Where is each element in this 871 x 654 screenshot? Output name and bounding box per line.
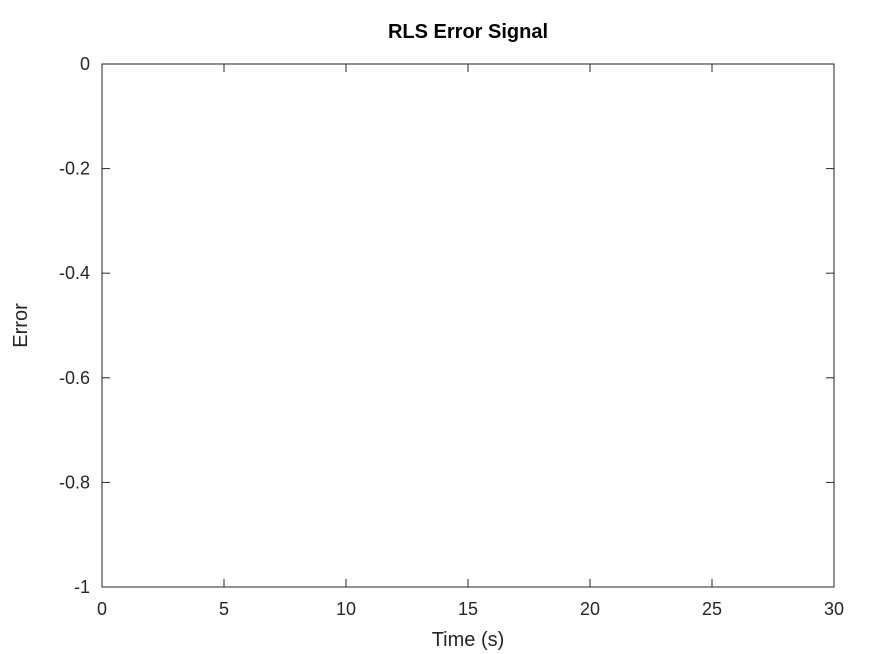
- chart-title: RLS Error Signal: [388, 21, 548, 43]
- x-axis-ticks: 0 5 10 15 20 25 30: [97, 64, 844, 619]
- x-tick-label: 10: [336, 599, 356, 619]
- x-tick-label: 20: [580, 599, 600, 619]
- y-tick-label: 0: [80, 54, 90, 74]
- y-axis-ticks: 0 -0.2 -0.4 -0.6 -0.8 -1: [59, 54, 834, 597]
- axes-box: [101, 63, 835, 588]
- x-tick-label: 0: [97, 599, 107, 619]
- x-tick-label: 25: [702, 599, 722, 619]
- x-tick-label: 15: [458, 599, 478, 619]
- y-tick-label: -1: [74, 577, 90, 597]
- y-tick-label: -0.6: [59, 368, 90, 388]
- x-axis-label: Time (s): [432, 629, 505, 651]
- y-tick-label: -0.4: [59, 263, 90, 283]
- y-tick-label: -0.8: [59, 472, 90, 492]
- x-tick-label: 5: [219, 599, 229, 619]
- y-tick-label: -0.2: [59, 159, 90, 179]
- x-tick-label: 30: [824, 599, 844, 619]
- y-axis-label: Error: [10, 303, 32, 348]
